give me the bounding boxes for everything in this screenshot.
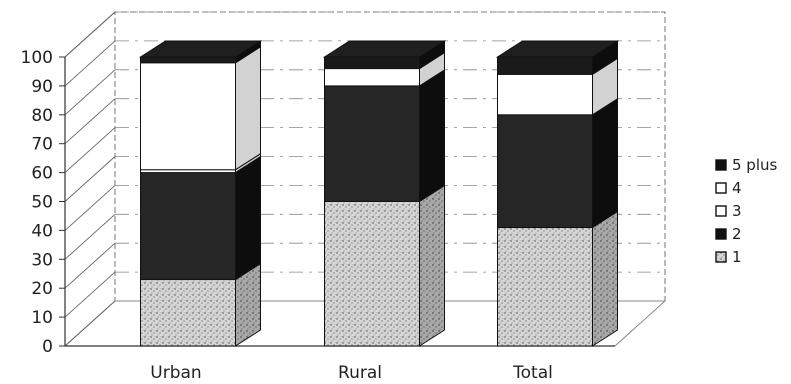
legend-swatch-3: [715, 205, 727, 217]
bar-segment-5-plus: [497, 56, 593, 75]
bar-segment-2: [497, 114, 593, 229]
bar-segment-1: [140, 279, 236, 347]
bar-stack-total: [495, 40, 620, 347]
y-tick-label: 60: [31, 164, 53, 184]
legend-swatch-4: [715, 182, 727, 194]
wall-gridline: [64, 98, 116, 145]
y-tick-label: 70: [31, 135, 53, 155]
y-tick-label: 90: [31, 77, 53, 97]
bar-stack-urban: [138, 40, 263, 347]
bar-segment-5-plus: [140, 56, 236, 64]
y-tick-label: 30: [31, 250, 53, 270]
legend-label-4: 4: [732, 179, 742, 197]
bar-stack-rural: [322, 40, 447, 347]
bar-segment-4: [324, 68, 420, 87]
y-tick-label: 50: [31, 193, 53, 213]
y-tick-label: 80: [31, 106, 53, 126]
bar-segment-1: [324, 201, 420, 347]
wall-gridline: [64, 11, 116, 58]
y-tick-label: 0: [42, 337, 53, 357]
x-label-rural: Rural: [338, 363, 382, 383]
legend: 5 plus 4 3 2 1: [715, 156, 778, 266]
bar-segment-1: [497, 227, 593, 347]
y-tick-label: 100: [21, 48, 53, 68]
y-tick-label: 40: [31, 221, 53, 241]
bar-side-2: [235, 155, 261, 281]
bar-segment-4: [497, 73, 593, 116]
y-axis-ticks: 0 10 20 30 40 50 60 70 80 90 100: [21, 48, 65, 357]
legend-swatch-1: [715, 251, 727, 263]
wall-gridline: [64, 127, 116, 173]
wall-gridline: [64, 213, 116, 260]
bar-side-1: [592, 210, 618, 347]
x-axis-labels: Urban Rural Total: [150, 363, 553, 383]
bar-top: [495, 40, 620, 58]
back-wall: [114, 11, 666, 302]
wall-gridline: [64, 300, 116, 347]
y-tick-label: 10: [31, 308, 53, 328]
legend-label-3: 3: [732, 202, 742, 220]
x-label-urban: Urban: [150, 363, 201, 383]
bar-side-4: [235, 45, 261, 171]
legend-label-2: 2: [732, 225, 742, 243]
wall-gridline: [64, 69, 116, 116]
bar-segment-2: [140, 172, 236, 281]
bar-segment-2: [324, 85, 420, 202]
wall-gridline: [64, 156, 116, 202]
bar-side-2: [592, 97, 618, 229]
wall-gridline: [64, 185, 116, 231]
legend-swatch-2: [715, 228, 727, 240]
bar-segment-5-plus: [324, 56, 420, 70]
wall-gridline: [64, 40, 116, 87]
legend-swatch-5-plus: [715, 159, 727, 171]
legend-label-1: 1: [732, 248, 742, 266]
wall-gridline: [64, 242, 116, 289]
bar-side-2: [419, 68, 445, 203]
wall-gridline: [64, 271, 116, 318]
bar-top: [138, 40, 263, 58]
bars: [138, 40, 620, 347]
x-label-total: Total: [512, 363, 553, 383]
bar-segment-4: [140, 62, 236, 171]
bar-top: [322, 40, 447, 58]
y-tick-label: 20: [31, 279, 53, 299]
bar-side-1: [419, 184, 445, 347]
legend-label-5-plus: 5 plus: [732, 156, 778, 174]
